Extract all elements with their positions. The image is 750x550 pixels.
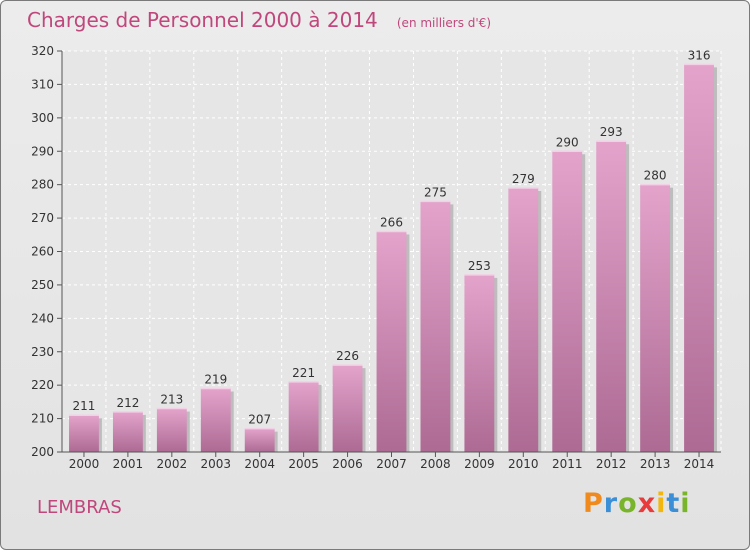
x-tick-label: 2003 <box>200 457 231 471</box>
bar <box>508 188 539 452</box>
data-label: 266 <box>380 215 403 229</box>
x-tick-label: 2004 <box>244 457 275 471</box>
bar <box>156 408 187 452</box>
bar <box>244 428 275 452</box>
data-label: 316 <box>688 48 711 62</box>
bar <box>376 231 407 452</box>
bar <box>200 388 231 452</box>
bar <box>596 141 627 452</box>
title-text: Charges de Personnel 2000 à 2014 <box>27 8 378 32</box>
data-label: 213 <box>160 393 183 407</box>
data-label: 279 <box>512 172 535 186</box>
bar <box>684 64 714 452</box>
data-label: 211 <box>73 399 96 413</box>
y-axis: 200 210 220 230 240 250 260 270 280 290 300 310 320 <box>31 44 63 459</box>
data-label: 219 <box>204 373 227 387</box>
y-tick-label: 260 <box>31 245 54 259</box>
y-tick-label: 310 <box>31 77 54 91</box>
y-tick-label: 240 <box>31 311 54 325</box>
y-tick-label: 320 <box>31 44 54 58</box>
x-axis: 2000 2001 2002 2003 2004 2005 2006 2007 2008 2009… <box>62 451 721 471</box>
data-label: 253 <box>468 259 491 273</box>
x-tick-label: 2010 <box>508 457 539 471</box>
chart-title: Charges de Personnel 2000 à 2014 (en mil… <box>27 8 491 32</box>
y-tick-label: 290 <box>31 144 54 158</box>
logo-letter: P <box>583 488 604 519</box>
x-tick-label: 2007 <box>376 457 407 471</box>
bars: 211 212 213 219 207 221 226 266 275 253 279 290 293 2… <box>69 48 717 452</box>
x-tick-label: 2000 <box>69 457 100 471</box>
x-tick-label: 2002 <box>157 457 188 471</box>
y-tick-label: 280 <box>31 178 54 192</box>
y-tick-label: 270 <box>31 211 54 225</box>
logo-letter: i <box>680 488 691 519</box>
data-label: 221 <box>292 366 315 380</box>
x-tick-label: 2013 <box>640 457 671 471</box>
logo-letter: t <box>666 488 681 519</box>
logo-letter: x <box>637 488 657 519</box>
bar <box>112 411 143 452</box>
bar <box>552 151 583 452</box>
bar <box>464 274 495 452</box>
commune-name: LEMBRAS <box>37 497 122 518</box>
x-tick-label: 2006 <box>332 457 363 471</box>
data-label: 293 <box>600 125 623 139</box>
data-label: 290 <box>556 135 579 149</box>
logo-letter: r <box>603 488 619 519</box>
x-tick-label: 2008 <box>420 457 451 471</box>
y-tick-label: 200 <box>31 445 54 459</box>
y-tick-label: 300 <box>31 111 54 125</box>
x-tick-label: 2005 <box>288 457 319 471</box>
logo-letter: o <box>618 488 638 519</box>
bar <box>69 415 99 452</box>
data-label: 226 <box>336 349 359 363</box>
data-label: 212 <box>116 396 139 410</box>
logo-letter: i <box>656 488 667 519</box>
y-tick-label: 220 <box>31 378 54 392</box>
x-tick-label: 2012 <box>596 457 627 471</box>
bar <box>420 201 451 452</box>
y-tick-label: 210 <box>31 412 54 426</box>
x-tick-label: 2001 <box>113 457 144 471</box>
data-label: 275 <box>424 185 447 199</box>
y-tick-label: 230 <box>31 345 54 359</box>
bar <box>640 184 671 452</box>
x-tick-label: 2009 <box>464 457 495 471</box>
unit-text: (en milliers d'€) <box>396 16 491 30</box>
bar <box>288 381 319 452</box>
x-tick-label: 2014 <box>684 457 715 471</box>
x-tick-label: 2011 <box>552 457 583 471</box>
data-label: 207 <box>248 413 271 427</box>
y-tick-label: 250 <box>31 278 54 292</box>
data-label: 280 <box>644 169 667 183</box>
proxiti-logo: Proxiti <box>583 488 691 519</box>
bar <box>332 365 363 452</box>
